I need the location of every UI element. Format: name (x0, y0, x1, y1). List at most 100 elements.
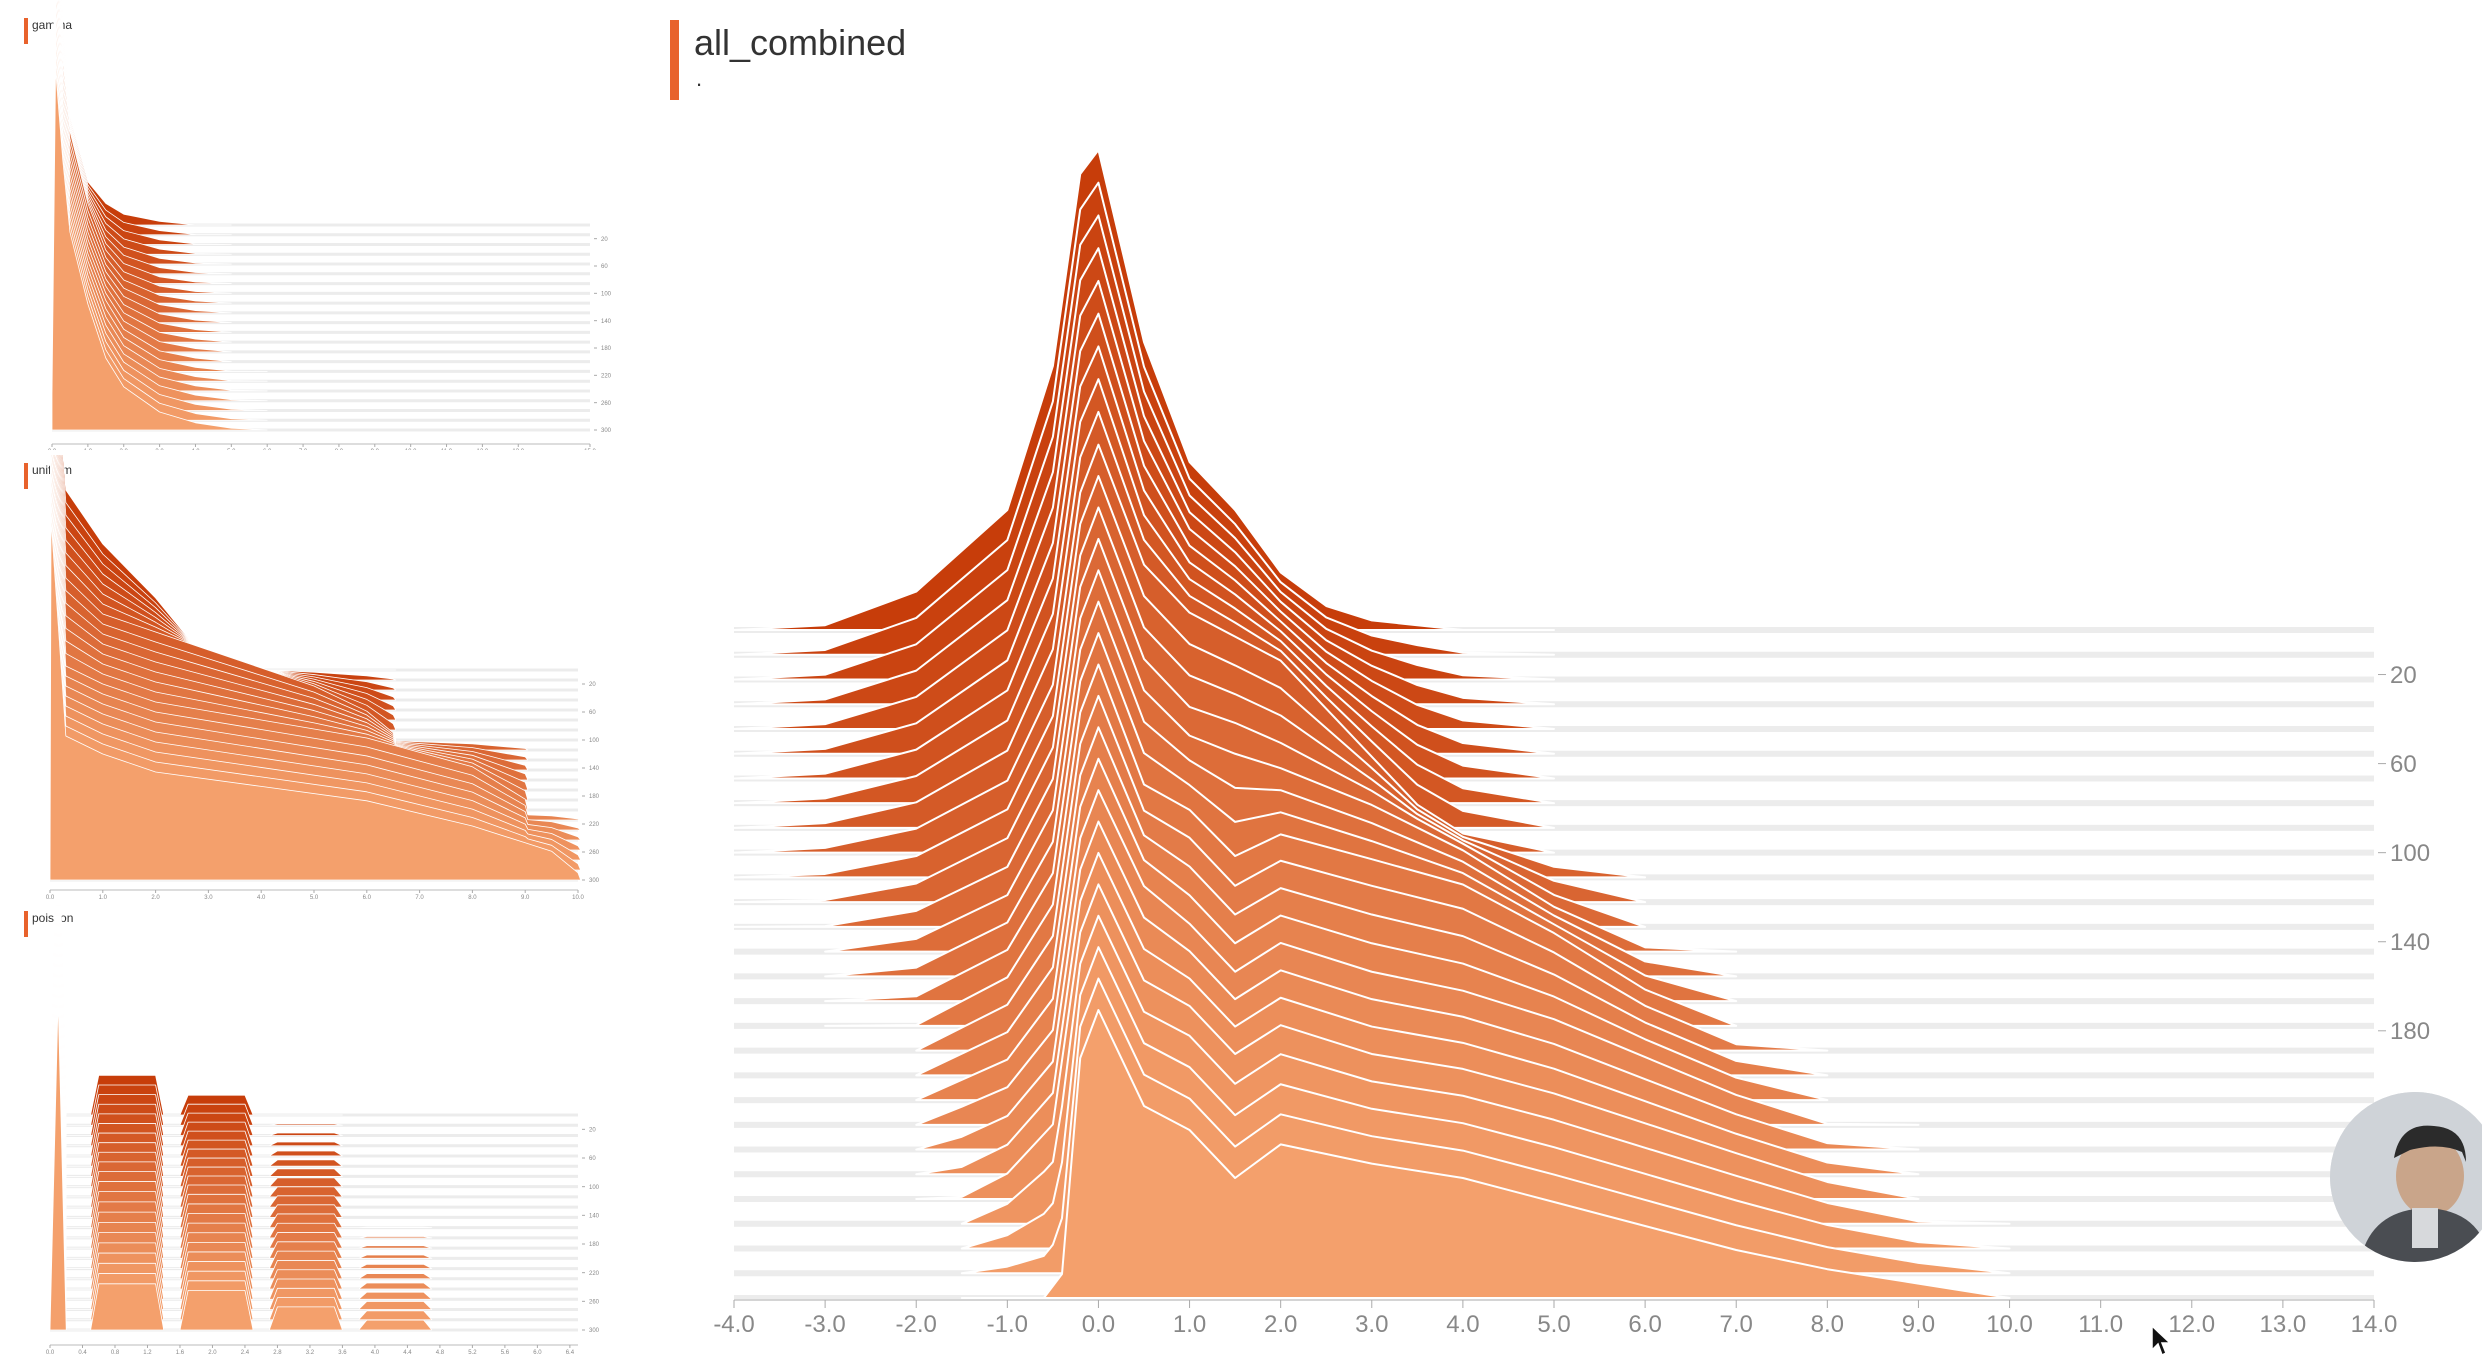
y-tick-label: 180 (589, 1242, 600, 1248)
x-tick-label: 4.0 (191, 449, 200, 450)
x-tick-label: 10.0 (1986, 1311, 2033, 1338)
y-tick-label: 180 (589, 794, 600, 800)
y-tick-label: 300 (601, 428, 612, 434)
x-tick-label: 13.0 (2260, 1311, 2307, 1338)
x-tick-label: 5.0 (1537, 1311, 1570, 1338)
y-tick-label: 300 (589, 878, 600, 884)
x-tick-label: 3.2 (306, 1350, 315, 1356)
x-tick-label: 10.0 (572, 895, 584, 901)
histogram-ridge (49, 905, 343, 1208)
x-tick-label: 1.0 (84, 449, 93, 450)
histogram-ridge (49, 905, 343, 1147)
histogram-ridge (49, 999, 433, 1331)
histogram-ridge (960, 1009, 2011, 1299)
y-tick-label: 20 (589, 1127, 596, 1133)
y-tick-label: 140 (589, 1213, 600, 1219)
histogram-ridge (49, 519, 582, 881)
y-tick-label: 180 (2390, 1018, 2430, 1045)
x-tick-label: 1.2 (143, 1350, 152, 1356)
histogram-ridge (49, 968, 433, 1300)
uniform-title-marker (24, 463, 28, 489)
y-tick-label: 220 (589, 1271, 600, 1277)
x-tick-label: -1.0 (987, 1311, 1028, 1338)
x-tick-label: 1.0 (1173, 1311, 1206, 1338)
x-tick-label: 3.6 (338, 1350, 347, 1356)
x-tick-label: 12.0 (477, 449, 489, 450)
x-tick-label: 2.0 (208, 1350, 217, 1356)
x-tick-label: 14.0 (2351, 1311, 2398, 1338)
x-tick-label: 3.0 (204, 895, 213, 901)
gamma-chart: 0.0 1.0 2.0 3.0 4.0 5.0 6.0 7.0 8.0 9.0 10.0 11.0 12… (48, 0, 612, 450)
x-tick-label: -2.0 (896, 1311, 937, 1338)
y-tick-label: 220 (589, 822, 600, 828)
all-combined-panel: all_combined . -4.0 -3.0 -2.0 -1.0 0.0 1.0 2.0… (640, 0, 2482, 1358)
y-tick-label: 60 (2390, 751, 2417, 778)
x-tick-label: 6.0 (363, 895, 372, 901)
gamma-panel: gamma 0.01.02.03.04.05.06.07.08.09.010.0… (0, 0, 640, 450)
histogram-ridge (49, 917, 433, 1249)
histogram-ridge (49, 905, 343, 1136)
x-tick-label: -3.0 (804, 1311, 845, 1338)
x-tick-label: 7.0 (299, 449, 308, 450)
x-tick-label: 5.6 (501, 1350, 510, 1356)
y-tick-label: 60 (589, 1156, 596, 1162)
histogram-ridge (49, 905, 343, 1126)
all-combined-chart: -4.0 -3.0 -2.0 -1.0 0.0 1.0 2.0 3.0 4.0 5.0 6.0 7.0… (713, 149, 2430, 1338)
histogram-ridge (49, 927, 433, 1259)
x-tick-label: 11.0 (2078, 1311, 2123, 1338)
uniform-panel: uniform 0.01.02.03.04.05.06.07.08.09.010… (0, 455, 640, 905)
x-tick-label: 9.0 (371, 449, 380, 450)
x-tick-label: 2.8 (273, 1350, 282, 1356)
histogram-ridge (49, 905, 343, 1198)
y-tick-label: 140 (601, 319, 612, 325)
y-tick-label: 100 (589, 1185, 600, 1191)
poisson-panel: poisson 0.0 0.4 0.8 1.2 1.6 2.0 2.4 2.8 3.2 3.6 4.… (0, 905, 640, 1358)
x-tick-label: 6.0 (1628, 1311, 1661, 1338)
y-tick-label: 100 (2390, 840, 2430, 867)
y-tick-label: 100 (601, 291, 612, 297)
x-tick-label: -4.0 (713, 1311, 754, 1338)
y-tick-label: 100 (589, 738, 600, 744)
x-tick-label: 6.4 (566, 1350, 575, 1356)
x-tick-label: 8.0 (1811, 1311, 1844, 1338)
y-tick-label: 260 (589, 1299, 600, 1305)
all-combined-title-marker (670, 20, 679, 100)
x-tick-label: 2.0 (120, 449, 129, 450)
x-tick-label: 5.0 (310, 895, 319, 901)
histogram-ridge (49, 905, 343, 1177)
histogram-ridge (49, 905, 343, 1218)
x-tick-label: 4.0 (1446, 1311, 1479, 1338)
y-tick-label: 300 (589, 1328, 600, 1334)
x-tick-label: 12.0 (2168, 1311, 2215, 1338)
x-tick-label: 3.0 (155, 449, 164, 450)
histogram-ridge (49, 979, 433, 1310)
x-tick-label: 0.0 (1082, 1311, 1115, 1338)
x-tick-label: 15.0 (584, 449, 596, 450)
x-tick-label: 10.0 (405, 449, 417, 450)
x-tick-label: 8.0 (335, 449, 344, 450)
x-tick-label: 0.0 (46, 895, 55, 901)
all-combined-title: all_combined (694, 22, 907, 63)
y-tick-label: 20 (601, 237, 608, 243)
x-tick-label: 1.0 (99, 895, 108, 901)
poisson-title-marker (24, 911, 28, 937)
x-tick-label: 7.0 (1720, 1311, 1753, 1338)
x-tick-label: 6.0 (263, 449, 272, 450)
x-tick-label: 2.0 (1264, 1311, 1297, 1338)
x-tick-label: 4.0 (371, 1350, 380, 1356)
x-tick-label: 5.2 (468, 1350, 477, 1356)
webcam-overlay (2330, 1092, 2482, 1262)
y-tick-label: 180 (601, 346, 612, 352)
histogram-ridge (49, 905, 343, 1167)
histogram-ridge (49, 905, 343, 1157)
x-tick-label: 8.0 (468, 895, 477, 901)
histogram-ridge (49, 905, 343, 1188)
x-tick-label: 1.6 (176, 1350, 185, 1356)
y-tick-label: 60 (589, 710, 596, 716)
x-tick-label: 9.0 (1902, 1311, 1935, 1338)
x-tick-label: 0.8 (111, 1350, 120, 1356)
x-tick-label: 4.4 (403, 1350, 412, 1356)
gamma-title-marker (24, 18, 28, 44)
poisson-title: poisson (32, 911, 74, 925)
histogram-ridge (49, 989, 433, 1321)
